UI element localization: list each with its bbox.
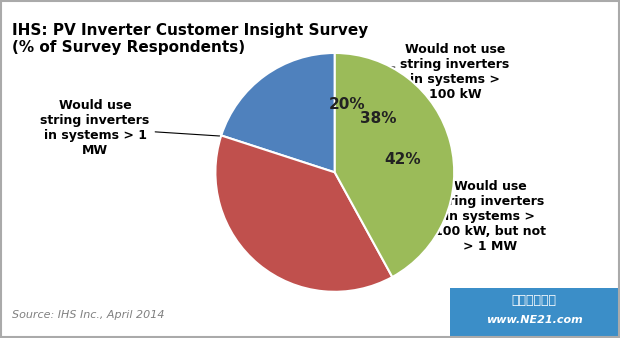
Text: 42%: 42%	[384, 152, 421, 167]
Text: Would use
string inverters
in systems >
100 kW, but not
> 1 MW: Would use string inverters in systems > …	[421, 180, 546, 253]
Text: (% of Survey Respondents): (% of Survey Respondents)	[12, 40, 245, 55]
Wedge shape	[335, 53, 454, 277]
Text: 20%: 20%	[329, 97, 365, 112]
Text: 38%: 38%	[360, 111, 397, 126]
Text: IHS: PV Inverter Customer Insight Survey: IHS: PV Inverter Customer Insight Survey	[12, 23, 368, 38]
Wedge shape	[221, 53, 335, 172]
Text: www.NE21.com: www.NE21.com	[485, 315, 582, 325]
Text: Would not use
string inverters
in systems >
100 kW: Would not use string inverters in system…	[388, 43, 510, 101]
Bar	[450, 288, 618, 336]
Text: Source: IHS Inc., April 2014: Source: IHS Inc., April 2014	[12, 310, 164, 320]
Wedge shape	[215, 136, 392, 292]
Text: 世纪新能源网: 世纪新能源网	[512, 293, 557, 307]
Text: Would use
string inverters
in systems > 1
MW: Would use string inverters in systems > …	[40, 99, 258, 157]
